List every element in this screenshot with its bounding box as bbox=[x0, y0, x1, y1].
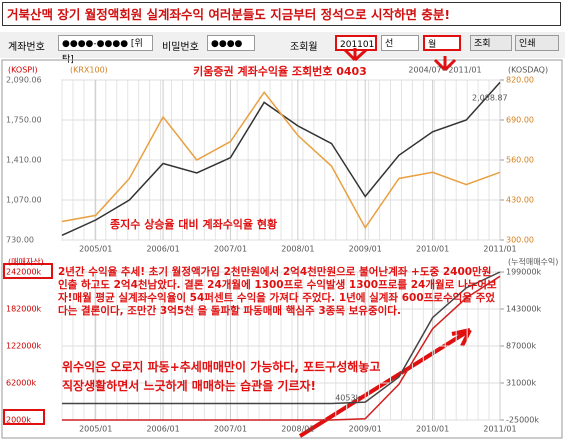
arrow bbox=[433, 56, 457, 72]
password-label: 비밀번호 bbox=[162, 42, 199, 53]
y2-tick-label: 430.00 bbox=[506, 196, 534, 205]
left-label: (매매자산) bbox=[8, 257, 44, 267]
y-tick-label: 2000k bbox=[6, 416, 31, 425]
series-line bbox=[62, 275, 501, 421]
y2-tick-label: 143000k bbox=[506, 305, 542, 314]
password-input[interactable]: ●●●● bbox=[207, 35, 255, 51]
y-tick-label: 1,070.00 bbox=[6, 196, 42, 205]
period-select[interactable]: 월 bbox=[423, 35, 461, 51]
y-tick-label: 730.00 bbox=[6, 236, 34, 245]
x-tick-label: 2010/01 bbox=[416, 245, 449, 254]
y2-tick-label: -25000k bbox=[506, 416, 539, 425]
y-tick-label: 182000k bbox=[6, 305, 42, 314]
note: 4053k bbox=[335, 394, 360, 403]
toolbar: 계좌번호 ●●●●-●●●● [위탁] 비밀번호 ●●●● 조회월 201101… bbox=[0, 32, 565, 65]
month-label: 조회월 bbox=[290, 42, 318, 53]
y-tick-label: 1,750.00 bbox=[6, 116, 42, 125]
chart-frame bbox=[1, 59, 563, 439]
series-line bbox=[61, 91, 501, 230]
y-tick-label: 62000k bbox=[6, 379, 36, 388]
x-tick-label: 2010/01 bbox=[416, 425, 449, 434]
y-tick-label: 122000k bbox=[6, 342, 42, 351]
x-tick-label: 2011/01 bbox=[483, 425, 516, 434]
x-tick-label: 2006/01 bbox=[146, 425, 179, 434]
print-button[interactable]: 인쇄 bbox=[515, 35, 559, 51]
chart-title: 키움증권 계좌수익율 조회번호 0403 bbox=[193, 64, 367, 78]
right-label: (KOSDAQ) bbox=[508, 66, 548, 75]
y2-tick-label: 560.00 bbox=[506, 156, 534, 165]
y2-tick-label: 87000k bbox=[506, 342, 536, 351]
left-label: (KOSPI) bbox=[8, 66, 38, 75]
series-line bbox=[62, 271, 501, 405]
x-tick-label: 2008/01 bbox=[281, 245, 314, 254]
search-button[interactable]: 조회 bbox=[470, 35, 512, 51]
range-label: 2004/07~2011/01 bbox=[408, 66, 481, 75]
page-title: 거북산맥 장기 월정액회원 실계좌수익 여러분들도 지금부터 정석으로 시작하면… bbox=[2, 2, 561, 26]
x-tick-label: 2007/01 bbox=[214, 425, 247, 434]
y2-tick-label: 820.00 bbox=[506, 76, 534, 85]
account-label: 계좌번호 bbox=[8, 42, 45, 53]
x-tick-label: 2007/01 bbox=[214, 245, 247, 254]
option-select[interactable]: 선 bbox=[381, 35, 419, 51]
annotation: 종지수 상승율 대비 계좌수익율 현황 bbox=[110, 217, 277, 231]
y-tick-label: 242000k bbox=[6, 268, 42, 277]
y2-tick-label: 300.00 bbox=[506, 236, 534, 245]
x-tick-label: 2011/01 bbox=[483, 245, 516, 254]
y2-tick-label: 31000k bbox=[506, 379, 536, 388]
y2-tick-label: 690.00 bbox=[506, 116, 534, 125]
right-label: (누적매매수익) bbox=[508, 257, 558, 267]
x-tick-label: 2009/01 bbox=[349, 245, 382, 254]
end-label: 2,088.87 bbox=[472, 94, 508, 103]
annotation: 위수익은 오로지 파동+추세매매만이 가능하다, 포트구성해놓고 직장생활하면서… bbox=[62, 360, 381, 393]
x-tick-label: 2006/01 bbox=[146, 245, 179, 254]
x-tick-label: 2005/01 bbox=[79, 425, 112, 434]
arrow bbox=[343, 48, 368, 62]
y-tick-label: 2,090.06 bbox=[6, 76, 42, 85]
highlight-box bbox=[3, 409, 45, 425]
y2-tick-label: 199000k bbox=[506, 268, 542, 277]
mid-label: (KRX100) bbox=[70, 66, 108, 75]
annotation: 2년간 수익율 추세! 초기 월정액가입 2천만원에서 2억4천만원으로 불어난… bbox=[58, 266, 497, 317]
x-tick-label: 2008/01 bbox=[281, 425, 314, 434]
x-tick-label: 2005/01 bbox=[79, 245, 112, 254]
y-tick-label: 1,410.00 bbox=[6, 156, 42, 165]
x-tick-label: 2009/01 bbox=[349, 425, 382, 434]
highlight-box bbox=[3, 263, 53, 279]
